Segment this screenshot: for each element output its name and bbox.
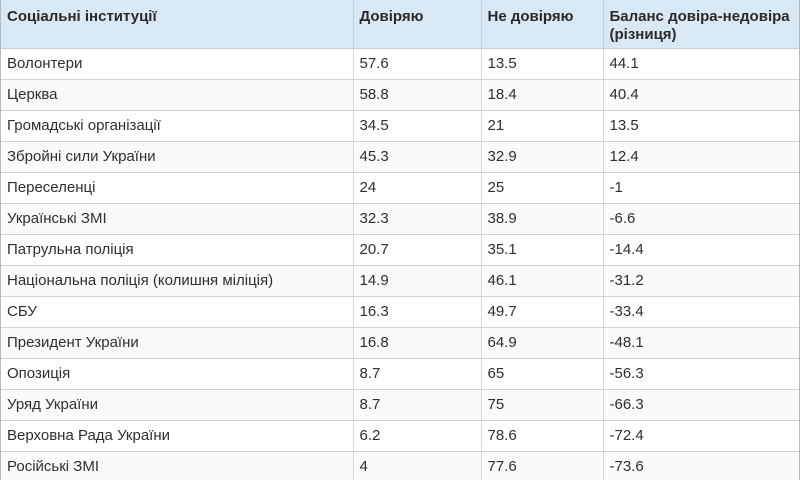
header-balance: Баланс довіра-недовіра (різниця) xyxy=(603,0,799,49)
cell-trust: 34.5 xyxy=(353,110,482,142)
cell-distrust: 18.4 xyxy=(481,79,604,111)
cell-balance: -48.1 xyxy=(603,327,799,359)
cell-balance: 13.5 xyxy=(603,110,799,142)
cell-distrust: 32.9 xyxy=(481,141,604,173)
cell-trust: 16.3 xyxy=(353,296,482,328)
cell-balance: 44.1 xyxy=(603,48,799,80)
cell-balance: -33.4 xyxy=(603,296,799,328)
cell-balance: -31.2 xyxy=(603,265,799,297)
cell-institution: Уряд України xyxy=(1,389,354,421)
cell-distrust: 46.1 xyxy=(481,265,604,297)
cell-trust: 32.3 xyxy=(353,203,482,235)
cell-institution: Президент України xyxy=(1,327,354,359)
cell-trust: 4 xyxy=(353,451,482,480)
cell-balance: -6.6 xyxy=(603,203,799,235)
table-row: Громадські організації 34.5 21 13.5 xyxy=(1,110,799,142)
header-distrust: Не довіряю xyxy=(481,0,604,49)
cell-institution: Збройні сили України xyxy=(1,141,354,173)
cell-balance: -56.3 xyxy=(603,358,799,390)
cell-institution: СБУ xyxy=(1,296,354,328)
cell-institution: Патрульна поліція xyxy=(1,234,354,266)
cell-trust: 8.7 xyxy=(353,358,482,390)
table-row: Уряд України 8.7 75 -66.3 xyxy=(1,389,799,421)
table-row: Опозиція 8.7 65 -56.3 xyxy=(1,358,799,390)
table-body: Волонтери 57.6 13.5 44.1 Церква 58.8 18.4 40.4 Г… xyxy=(1,48,799,480)
table-row: Верховна Рада України 6.2 78.6 -72.4 xyxy=(1,420,799,452)
table-row: Президент України 16.8 64.9 -48.1 xyxy=(1,327,799,359)
table-row: Волонтери 57.6 13.5 44.1 xyxy=(1,48,799,80)
header-institution: Соціальні інституції xyxy=(1,0,354,49)
cell-distrust: 38.9 xyxy=(481,203,604,235)
cell-trust: 57.6 xyxy=(353,48,482,80)
cell-balance: 12.4 xyxy=(603,141,799,173)
cell-institution: Церква xyxy=(1,79,354,111)
cell-trust: 16.8 xyxy=(353,327,482,359)
cell-balance: -1 xyxy=(603,172,799,204)
cell-balance: -66.3 xyxy=(603,389,799,421)
cell-distrust: 35.1 xyxy=(481,234,604,266)
cell-institution: Волонтери xyxy=(1,48,354,80)
table-row: СБУ 16.3 49.7 -33.4 xyxy=(1,296,799,328)
cell-trust: 20.7 xyxy=(353,234,482,266)
cell-distrust: 64.9 xyxy=(481,327,604,359)
table-row: Українські ЗМІ 32.3 38.9 -6.6 xyxy=(1,203,799,235)
cell-institution: Українські ЗМІ xyxy=(1,203,354,235)
cell-distrust: 49.7 xyxy=(481,296,604,328)
cell-balance: -72.4 xyxy=(603,420,799,452)
table-row: Переселенці 24 25 -1 xyxy=(1,172,799,204)
cell-distrust: 77.6 xyxy=(481,451,604,480)
cell-trust: 8.7 xyxy=(353,389,482,421)
cell-distrust: 25 xyxy=(481,172,604,204)
cell-institution: Опозиція xyxy=(1,358,354,390)
table-row: Національна поліція (колишня міліція) 14.… xyxy=(1,265,799,297)
table-row: Російські ЗМІ 4 77.6 -73.6 xyxy=(1,451,799,480)
header-trust: Довіряю xyxy=(353,0,482,49)
cell-trust: 58.8 xyxy=(353,79,482,111)
table-row: Церква 58.8 18.4 40.4 xyxy=(1,79,799,111)
table-header-row: Соціальні інституції Довіряю Не довіряю … xyxy=(1,0,799,49)
cell-distrust: 78.6 xyxy=(481,420,604,452)
cell-distrust: 21 xyxy=(481,110,604,142)
cell-trust: 24 xyxy=(353,172,482,204)
cell-trust: 45.3 xyxy=(353,141,482,173)
cell-institution: Громадські організації xyxy=(1,110,354,142)
cell-institution: Російські ЗМІ xyxy=(1,451,354,480)
cell-distrust: 65 xyxy=(481,358,604,390)
table-row: Патрульна поліція 20.7 35.1 -14.4 xyxy=(1,234,799,266)
cell-balance: 40.4 xyxy=(603,79,799,111)
cell-trust: 6.2 xyxy=(353,420,482,452)
cell-institution: Верховна Рада України xyxy=(1,420,354,452)
cell-balance: -14.4 xyxy=(603,234,799,266)
table-row: Збройні сили України 45.3 32.9 12.4 xyxy=(1,141,799,173)
cell-institution: Національна поліція (колишня міліція) xyxy=(1,265,354,297)
cell-institution: Переселенці xyxy=(1,172,354,204)
cell-distrust: 13.5 xyxy=(481,48,604,80)
cell-balance: -73.6 xyxy=(603,451,799,480)
cell-trust: 14.9 xyxy=(353,265,482,297)
cell-distrust: 75 xyxy=(481,389,604,421)
